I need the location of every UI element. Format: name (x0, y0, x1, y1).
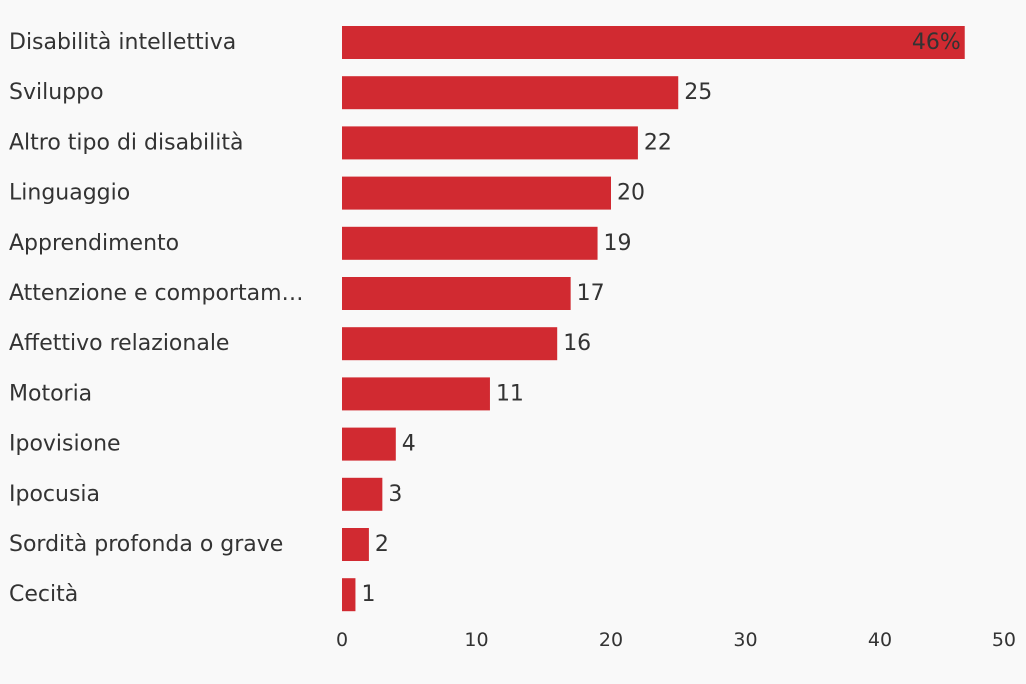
x-tick-label-3: 30 (733, 629, 757, 651)
value-label-3: 20 (617, 181, 645, 206)
bar-10 (342, 528, 369, 561)
x-tick-label-1: 10 (464, 629, 488, 651)
x-tick-label-0: 0 (336, 629, 348, 651)
category-label-5: Attenzione e comportam… (9, 281, 304, 306)
bars (342, 26, 965, 612)
category-label-11: Cecità (9, 582, 78, 607)
value-label-8: 4 (402, 432, 416, 457)
category-label-2: Altro tipo di disabilità (9, 130, 243, 155)
value-label-11: 1 (361, 582, 375, 607)
bar-3 (342, 176, 611, 210)
x-tick-label-4: 40 (868, 629, 892, 651)
category-label-8: Ipovisione (9, 432, 121, 457)
value-label-9: 3 (388, 482, 402, 507)
x-tick-label-5: 50 (992, 629, 1016, 651)
category-label-7: Motoria (9, 381, 92, 406)
category-label-3: Linguaggio (9, 181, 130, 206)
bar-9 (342, 477, 383, 511)
bar-7 (342, 377, 490, 411)
category-labels: Disabilità intellettiva Sviluppo Altro tip… (9, 30, 304, 607)
value-label-4: 19 (604, 231, 632, 256)
value-label-6: 16 (563, 331, 591, 356)
value-label-2: 22 (644, 130, 672, 155)
bar-0 (342, 26, 965, 59)
category-label-10: Sordità profonda o grave (9, 532, 283, 557)
bar-11 (342, 578, 356, 612)
value-label-5: 17 (577, 281, 605, 306)
value-label-10: 2 (375, 532, 389, 557)
x-tick-label-2: 20 (599, 629, 623, 651)
value-label-7: 11 (496, 381, 524, 406)
bar-2 (342, 126, 638, 160)
bar-6 (342, 327, 558, 361)
bar-5 (342, 277, 571, 310)
x-axis-ticks: 0 10 20 30 40 50 (336, 629, 1016, 651)
category-label-0: Disabilità intellettiva (9, 30, 236, 55)
bar-1 (342, 76, 679, 110)
bar-8 (342, 427, 396, 461)
value-label-0: 46% (912, 30, 961, 55)
category-label-9: Ipocusia (9, 482, 100, 507)
value-labels: 46% 25 22 20 19 17 16 11 43 21 (361, 30, 960, 607)
category-label-4: Apprendimento (9, 231, 179, 256)
bar-4 (342, 226, 598, 260)
value-label-1: 25 (684, 80, 712, 105)
category-label-1: Sviluppo (9, 80, 104, 105)
category-label-6: Affettivo relazionale (9, 331, 229, 356)
